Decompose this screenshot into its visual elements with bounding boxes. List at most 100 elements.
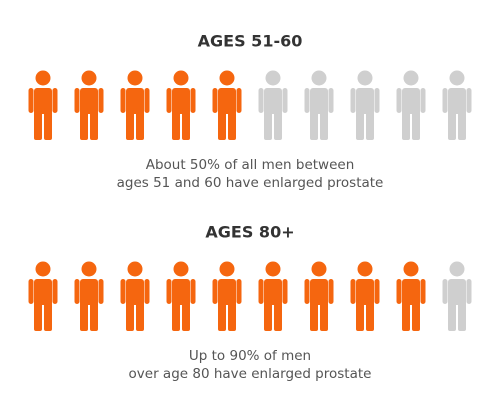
person-icon <box>442 261 472 331</box>
icon-head <box>357 70 373 86</box>
icon-leg <box>412 299 420 331</box>
icon-head <box>311 70 327 86</box>
icon-head <box>81 70 97 86</box>
icon-leg <box>448 108 456 140</box>
icon-torso <box>448 279 466 305</box>
icon-arm <box>282 279 288 304</box>
icon-arm <box>466 279 472 304</box>
icon-torso <box>172 279 190 305</box>
icon-arm <box>258 279 264 304</box>
icon-head <box>35 70 51 86</box>
icon-leg <box>320 108 328 140</box>
icon-arm <box>466 88 472 113</box>
caption: over age 80 have enlarged prostate <box>129 366 372 382</box>
icon-leg <box>402 108 410 140</box>
icon-arm <box>350 279 356 304</box>
icon-arm <box>236 279 242 304</box>
icon-leg <box>80 299 88 331</box>
icon-arm <box>144 279 150 304</box>
icon-leg <box>90 108 98 140</box>
person-icon <box>350 70 380 140</box>
icon-arm <box>236 88 242 113</box>
person-icon <box>304 70 334 140</box>
icon-leg <box>320 299 328 331</box>
icon-arm <box>98 88 104 113</box>
icon-torso <box>218 279 236 305</box>
icon-head <box>403 70 419 86</box>
icon-leg <box>366 299 374 331</box>
icon-torso <box>34 279 52 305</box>
section-title: AGES 51-60 <box>198 32 303 51</box>
icon-leg <box>264 299 272 331</box>
icon-leg <box>228 299 236 331</box>
icon-head <box>219 70 235 86</box>
section-title: AGES 80+ <box>205 223 294 242</box>
icon-torso <box>218 88 236 114</box>
icon-torso <box>264 279 282 305</box>
icon-arm <box>282 88 288 113</box>
icon-arm <box>74 88 80 113</box>
icon-arm <box>420 279 426 304</box>
icon-torso <box>448 88 466 114</box>
icon-arm <box>304 88 310 113</box>
icon-arm <box>374 88 380 113</box>
icon-leg <box>448 299 456 331</box>
icon-head <box>173 70 189 86</box>
person-icon <box>28 70 58 140</box>
person-icon <box>120 261 150 331</box>
person-icon <box>166 261 196 331</box>
icon-leg <box>310 108 318 140</box>
icon-leg <box>356 108 364 140</box>
icon-leg <box>126 299 134 331</box>
icon-leg <box>310 299 318 331</box>
icon-leg <box>274 299 282 331</box>
icon-leg <box>264 108 272 140</box>
icon-arm <box>74 279 80 304</box>
icon-leg <box>218 299 226 331</box>
person-icon <box>166 70 196 140</box>
icon-leg <box>90 299 98 331</box>
icon-arm <box>328 88 334 113</box>
icon-arm <box>190 279 196 304</box>
person-icon <box>212 261 242 331</box>
icon-leg <box>458 299 466 331</box>
icon-arm <box>52 88 58 113</box>
icon-leg <box>218 108 226 140</box>
icon-arm <box>374 279 380 304</box>
icon-arm <box>304 279 310 304</box>
icon-arm <box>396 88 402 113</box>
icon-arm <box>144 88 150 113</box>
icon-head <box>357 261 373 277</box>
icon-head <box>35 261 51 277</box>
person-icon <box>396 261 426 331</box>
icon-arm <box>350 88 356 113</box>
icon-arm <box>420 88 426 113</box>
icon-torso <box>80 88 98 114</box>
icon-arm <box>120 88 126 113</box>
icon-arm <box>212 279 218 304</box>
icon-torso <box>126 279 144 305</box>
person-icon <box>212 70 242 140</box>
icon-head <box>127 70 143 86</box>
icon-torso <box>126 88 144 114</box>
icon-arm <box>28 279 34 304</box>
icon-arm <box>166 88 172 113</box>
icon-torso <box>402 279 420 305</box>
icon-arm <box>52 279 58 304</box>
icon-head <box>219 261 235 277</box>
icon-arm <box>442 88 448 113</box>
icon-arm <box>28 88 34 113</box>
icon-torso <box>310 279 328 305</box>
icon-leg <box>136 108 144 140</box>
icon-torso <box>80 279 98 305</box>
icon-arm <box>166 279 172 304</box>
icon-arm <box>98 279 104 304</box>
icon-leg <box>172 299 180 331</box>
icon-arm <box>442 279 448 304</box>
caption: ages 51 and 60 have enlarged prostate <box>117 175 384 191</box>
person-icon <box>74 261 104 331</box>
icon-leg <box>34 299 42 331</box>
person-icon <box>74 70 104 140</box>
icon-leg <box>274 108 282 140</box>
